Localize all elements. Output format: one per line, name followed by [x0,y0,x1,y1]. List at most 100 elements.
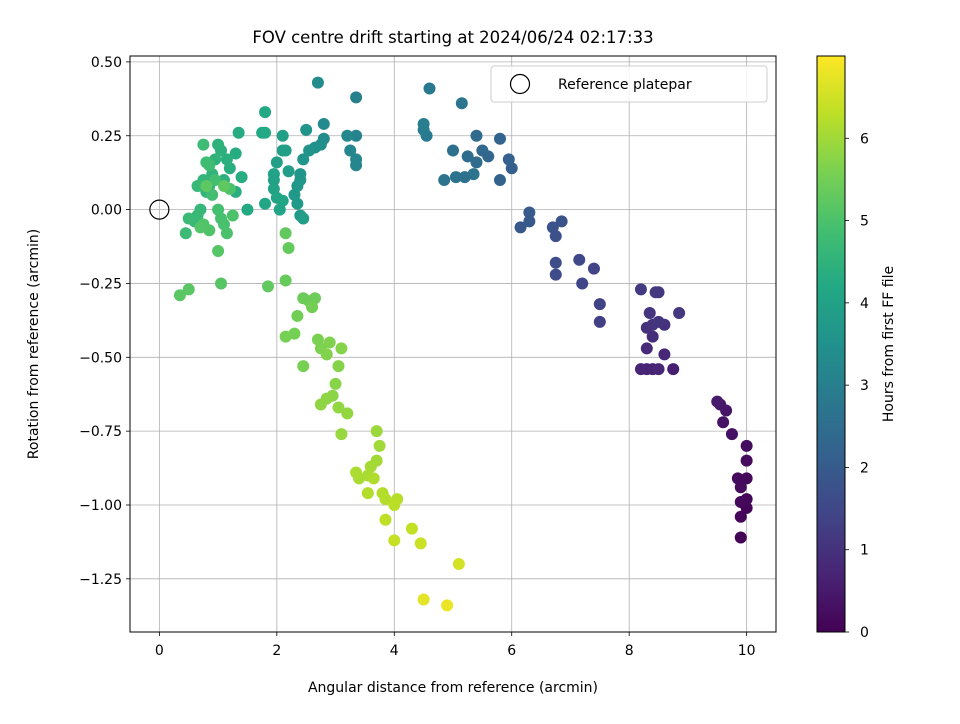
colorbar-tick-label: 4 [860,296,869,312]
data-point [367,472,380,485]
colorbar-gradient [816,55,846,633]
data-point [182,212,195,225]
data-point [344,144,357,157]
data-point [576,277,589,290]
data-point [523,215,536,228]
data-point [711,395,724,408]
chart-title: FOV centre drift starting at 2024/06/24 … [252,28,653,47]
data-point [646,330,659,343]
data-point [270,156,283,169]
data-point [212,138,225,151]
y-tick-label: 0.25 [91,129,122,145]
y-tick-label: 0.50 [91,55,122,71]
data-point [461,150,474,163]
data-point [587,262,600,275]
data-point [203,159,216,172]
data-point [740,472,753,485]
data-point [447,144,459,157]
legend-box [490,65,768,103]
data-point [241,203,254,216]
data-point [502,153,515,166]
data-point [314,398,327,411]
x-tick-label: 0 [155,643,164,659]
x-tick-label: 8 [625,643,634,659]
data-point [593,315,606,328]
x-axis-ticks: 0 2 4 6 8 10 [155,632,756,659]
x-tick-label: 10 [738,643,756,659]
data-point [379,493,392,506]
data-point [220,227,233,240]
data-point [467,168,480,181]
data-point [282,165,295,178]
data-point [297,360,310,373]
data-point [350,153,363,166]
grid-lines [130,56,776,632]
data-point [215,277,228,290]
data-point [717,416,730,429]
data-point [470,156,483,169]
data-point [194,221,207,234]
data-point [279,274,292,287]
data-point [306,301,319,314]
data-point [643,306,656,319]
colorbar-tick-label: 3 [860,378,869,394]
data-point [279,330,292,343]
data-point [341,407,354,420]
data-point [311,76,324,89]
colorbar-tick-label: 2 [860,460,869,476]
data-point [212,244,225,257]
data-point [476,144,489,157]
data-point [740,439,753,452]
data-point [259,106,272,119]
data-point [361,487,374,500]
colorbar-tick-label: 0 [860,625,869,641]
data-point [317,117,330,130]
x-tick-label: 6 [507,643,516,659]
data-points [173,76,753,612]
data-point [405,522,418,535]
data-point [652,363,665,376]
data-point [549,256,562,269]
data-point [335,342,348,355]
data-point [182,283,195,296]
data-point [640,342,653,355]
data-point [449,171,462,184]
data-point [276,144,289,157]
data-point [414,537,427,550]
data-point [423,82,436,95]
data-point [634,363,647,376]
legend-marker-icon [509,73,531,95]
y-tick-label: −1.00 [79,498,122,514]
data-point [649,286,662,299]
data-point [259,126,272,139]
data-point [235,171,248,184]
data-point [297,212,310,225]
data-point [267,168,280,181]
data-point [226,209,239,222]
data-point [455,97,468,110]
data-point [200,179,213,192]
data-point [173,289,186,302]
data-point [350,91,363,104]
data-point [209,174,222,187]
data-point [323,336,336,349]
data-point [725,428,738,441]
colorbar-ticks: 0 1 2 3 4 5 6 [845,131,869,641]
legend-label: Reference platepar [558,77,692,93]
data-point [191,179,204,192]
colorbar-tick-label: 6 [860,131,869,147]
data-point [291,197,304,210]
data-point [332,360,345,373]
y-tick-label: 0.00 [91,203,122,219]
data-point [555,215,568,228]
data-point [388,534,401,547]
data-point [206,188,219,201]
data-point [734,481,747,494]
data-point [350,466,363,479]
data-point [667,363,680,376]
data-point [179,227,192,240]
data-point [549,268,562,281]
data-point [273,203,286,216]
data-point [370,425,383,438]
data-point [291,309,304,322]
